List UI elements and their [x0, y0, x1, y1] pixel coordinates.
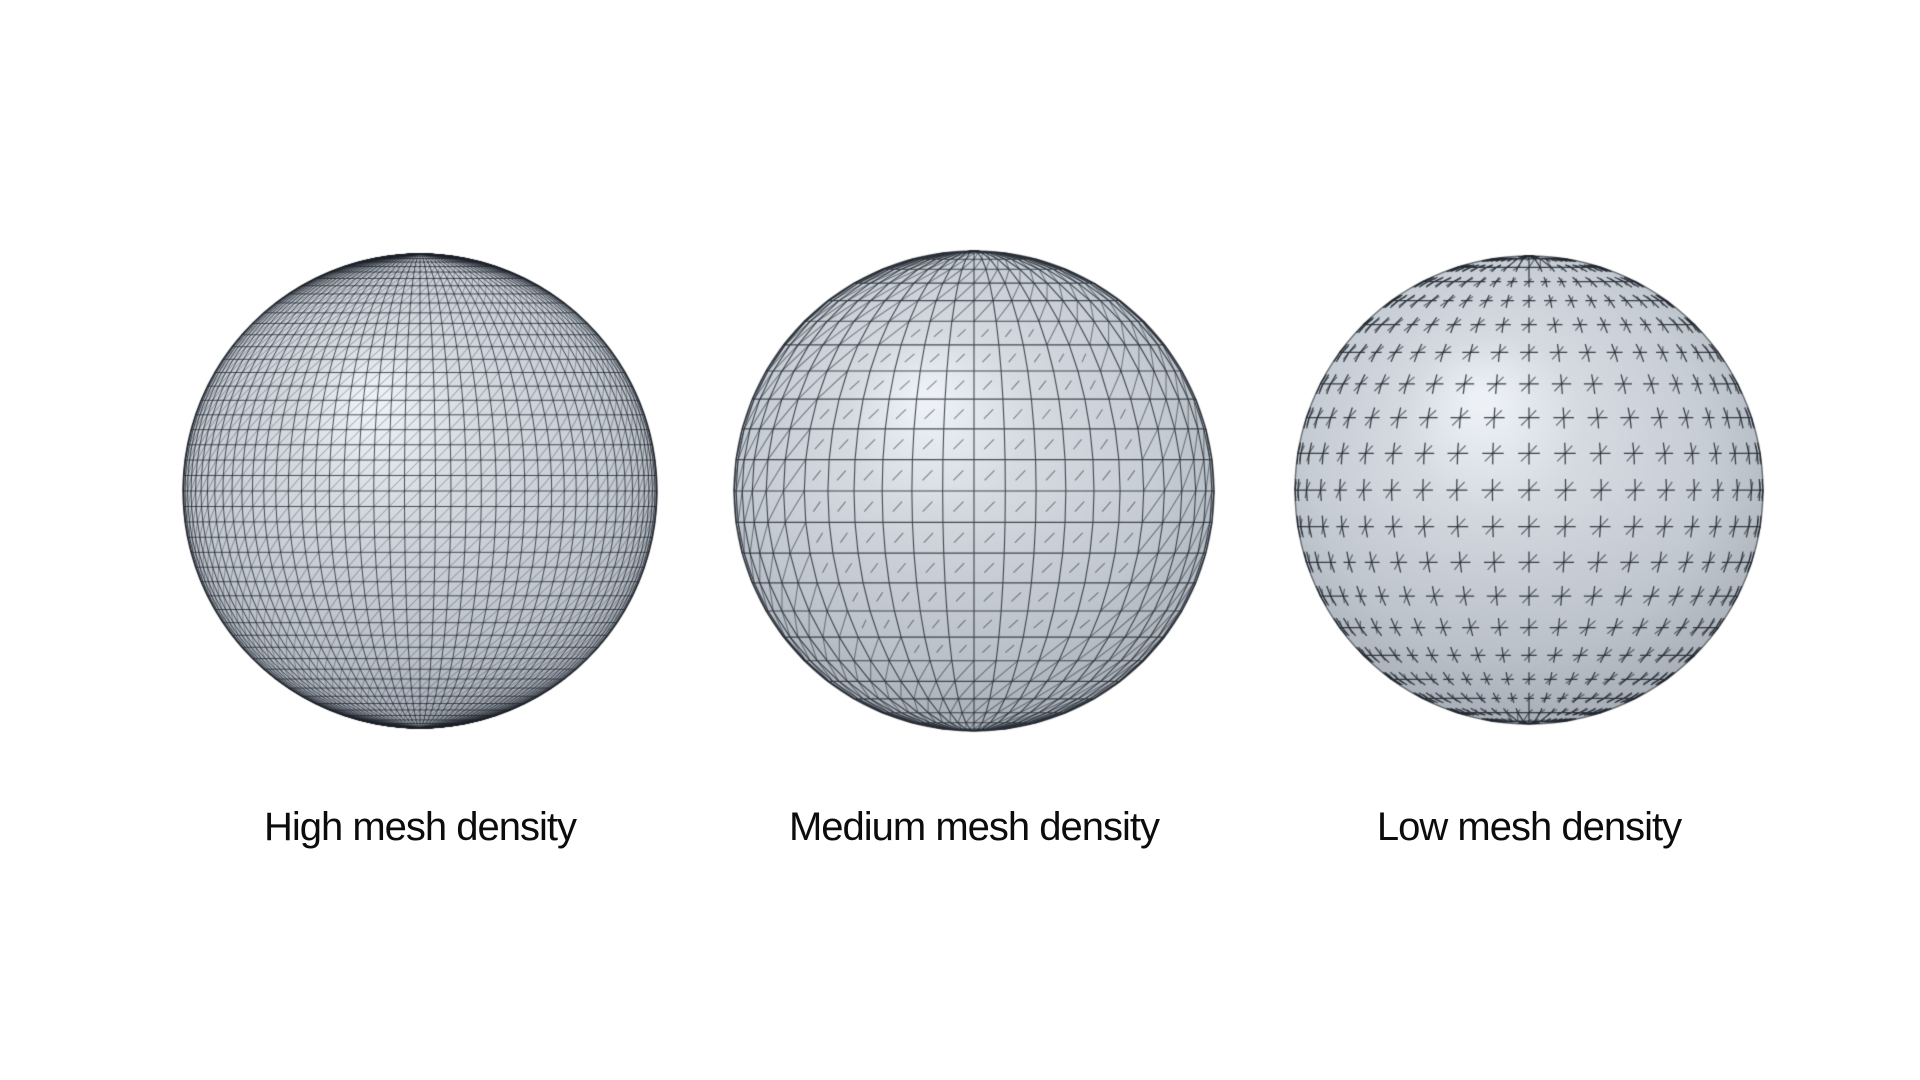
sphere-wireframe-medium-canvas	[726, 243, 1222, 739]
mesh-density-label-high: High mesh density	[263, 805, 577, 849]
mesh-density-label-medium: Medium mesh density	[788, 805, 1160, 849]
mesh-density-label-low: Low mesh density	[1376, 805, 1682, 849]
sphere-wireframe-high-canvas	[175, 246, 665, 736]
sphere-wireframe-low-canvas	[1287, 248, 1771, 732]
